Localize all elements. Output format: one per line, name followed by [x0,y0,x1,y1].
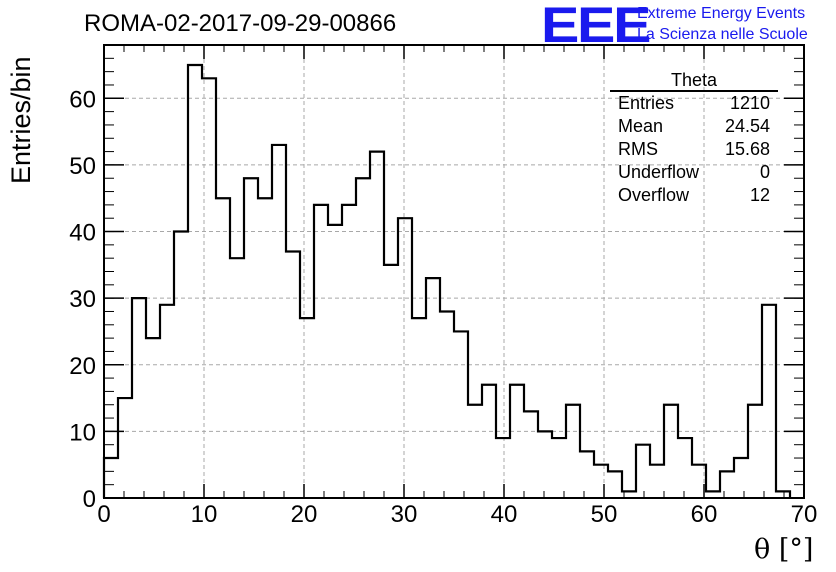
y-tick-label: 40 [69,220,96,247]
x-tick-label: 60 [691,501,718,528]
y-axis-label-text: Entries/bin [6,56,36,184]
logo-text: Extreme Energy Events La Scienza nelle S… [637,3,808,45]
logo-line-2: La Scienza nelle Scuole [637,26,808,43]
logo-line-1: Extreme Energy Events [637,5,806,22]
stats-value: 24.54 [724,116,770,136]
stats-label: Overflow [618,185,690,205]
grid-lines [104,45,804,498]
y-tick-label: 30 [69,286,96,313]
stats-row-rms: RMS 15.68 [610,138,778,161]
y-tick-labels: 0 10 20 30 40 50 60 [69,86,96,513]
x-tick-label: 10 [191,501,218,528]
stats-row-entries: Entries 1210 [610,92,778,115]
stats-value: 12 [749,185,770,205]
x-tick-label: 20 [291,501,318,528]
plot-frame [103,44,805,499]
x-axis-label: θ [°] [754,534,814,565]
x-tick-labels: 0 10 20 30 40 50 60 70 [97,501,817,528]
stats-value: 15.68 [724,139,770,159]
y-tick-label: 0 [83,486,96,513]
stats-row-overflow: Overflow 12 [610,184,778,207]
histogram-series [102,63,792,498]
x-tick-label: 50 [591,501,618,528]
chart-title: ROMA-02-2017-09-29-00866 [84,10,397,37]
x-tick-label: 0 [97,501,110,528]
stats-value: 0 [759,162,770,182]
stats-title: Theta [610,70,778,92]
stats-label: RMS [618,139,658,159]
y-tick-label: 20 [69,353,96,380]
stats-box: Theta Entries 1210 Mean 24.54 RMS 15.68 … [610,70,778,207]
y-tick-label: 50 [69,153,96,180]
stats-label: Entries [618,93,675,113]
stats-label: Mean [618,116,664,136]
stats-row-underflow: Underflow 0 [610,161,778,184]
y-tick-label: 60 [69,86,96,113]
stats-row-mean: Mean 24.54 [610,115,778,138]
x-tick-label: 40 [491,501,518,528]
y-tick-label: 10 [69,419,96,446]
eee-logo: EEE [541,0,651,53]
stats-label: Underflow [618,162,700,182]
x-tick-label: 30 [391,501,418,528]
stats-value: 1210 [729,93,770,113]
x-tick-label: 70 [791,501,818,528]
